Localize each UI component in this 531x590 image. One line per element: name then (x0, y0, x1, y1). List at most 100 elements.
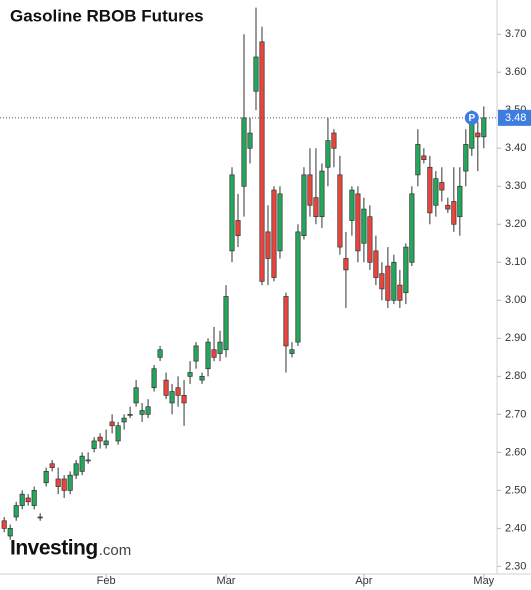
candle-body (307, 174, 313, 206)
candle-body (211, 349, 217, 358)
last-price-label: 3.48 (505, 112, 526, 124)
candle-body (397, 284, 403, 301)
candle-body (115, 425, 121, 442)
candle-body (145, 406, 151, 415)
candle-body (163, 379, 169, 396)
y-tick-label: 2.40 (505, 522, 526, 534)
y-tick-label: 3.20 (505, 218, 526, 230)
candle-body (265, 231, 271, 259)
candle-body (283, 296, 289, 347)
y-tick-label: 2.50 (505, 484, 526, 496)
candle-body (463, 144, 469, 172)
candle-body (205, 341, 211, 370)
candle-body (433, 178, 439, 206)
candle-body (343, 258, 349, 271)
y-tick-label: 2.60 (505, 446, 526, 458)
chart-title: Gasoline RBOB Futures (10, 6, 204, 25)
y-tick-label: 2.30 (505, 560, 526, 572)
y-tick-label: 3.10 (505, 256, 526, 268)
y-tick-label: 3.30 (505, 180, 526, 192)
candle-body (409, 193, 415, 263)
candle-body (349, 189, 355, 221)
logo-suffix: .com (99, 542, 132, 559)
candle-body (7, 528, 13, 537)
candle-body (295, 231, 301, 343)
candle-body (79, 455, 85, 472)
candle-body (85, 459, 91, 462)
candle-body (475, 132, 481, 138)
y-tick-label: 3.70 (505, 28, 526, 40)
candle-body (289, 349, 295, 354)
candle-body (73, 463, 79, 476)
y-tick-label: 3.00 (505, 294, 526, 306)
candle-body (109, 421, 115, 427)
logo: Investing .com (10, 537, 131, 560)
candle-body (325, 140, 331, 168)
candle-body (151, 368, 157, 389)
y-tick-label: 2.70 (505, 408, 526, 420)
candle-body (259, 41, 265, 282)
y-tick-label: 3.40 (505, 142, 526, 154)
candle-body (355, 193, 361, 252)
candle-body (385, 265, 391, 301)
candle-body (19, 493, 25, 506)
candle-body (457, 185, 463, 218)
candle-body (43, 471, 49, 484)
x-tick-label: Apr (355, 575, 372, 587)
candle-body (91, 440, 97, 449)
candle-body (331, 132, 337, 149)
candle-body (133, 387, 139, 404)
candle-body (13, 505, 19, 518)
x-tick-label: Mar (217, 575, 236, 587)
candle-body (127, 413, 133, 416)
candle-body (451, 201, 457, 225)
candle-body (253, 56, 259, 92)
candle-body (277, 193, 283, 252)
candle-body (1, 520, 7, 529)
marker (464, 110, 479, 125)
candle-body (31, 490, 37, 506)
candle-body (445, 204, 451, 210)
candle-body (187, 372, 193, 377)
candle-body (241, 117, 247, 187)
candle-body (379, 273, 385, 290)
candle-body (415, 144, 421, 176)
candle-body (181, 394, 187, 404)
candle-body (157, 349, 163, 358)
candle-body (373, 250, 379, 278)
candle-body (61, 478, 67, 491)
x-tick-label: May (473, 575, 494, 587)
candle-body (217, 341, 223, 354)
candle-body (193, 345, 199, 362)
candle-body (199, 375, 205, 381)
candle-body (121, 417, 127, 423)
y-tick-label: 2.90 (505, 332, 526, 344)
candle-body (481, 117, 487, 138)
logo-name: Investing (10, 537, 98, 560)
candle-body (301, 174, 307, 237)
candle-body (313, 197, 319, 218)
candle-body (235, 220, 241, 237)
y-tick-label: 2.80 (505, 370, 526, 382)
candle-body (367, 216, 373, 263)
last-price-tag (498, 109, 531, 126)
marker-label: P (468, 113, 475, 124)
y-tick-label: 3.60 (505, 66, 526, 78)
candle-body (403, 246, 409, 294)
candle-body (25, 497, 31, 503)
candle-body (223, 296, 229, 351)
candle-body (247, 132, 253, 149)
candle-body (391, 261, 397, 301)
candle-body (271, 189, 277, 278)
candle-body (175, 387, 181, 396)
candle-body (97, 436, 103, 442)
x-tick-label: Feb (97, 575, 116, 587)
candle-body (169, 391, 175, 404)
candle-body (103, 440, 109, 446)
candle-body (139, 410, 145, 415)
candle-body (439, 182, 445, 191)
candle-body (319, 170, 325, 218)
candle-body (361, 208, 367, 244)
